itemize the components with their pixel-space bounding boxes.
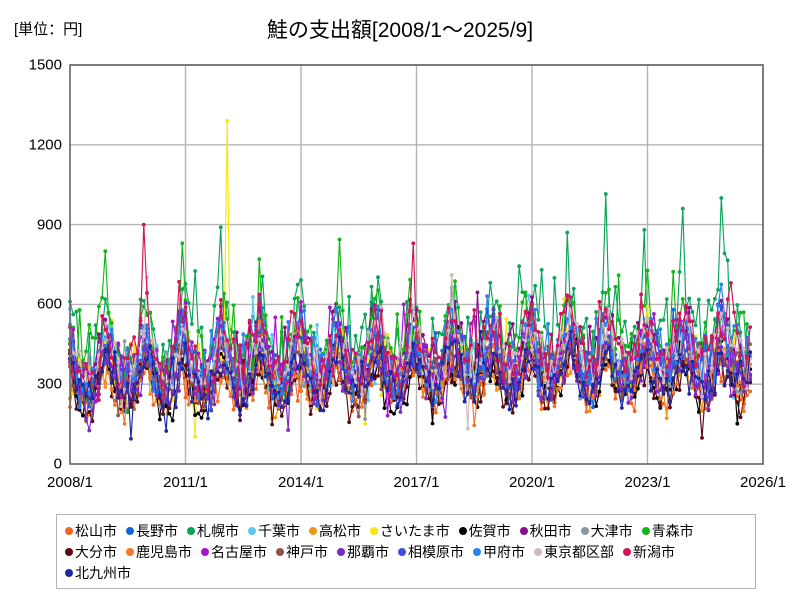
unit-label: [単位：円] (14, 21, 83, 38)
legend-label: 大津市 (590, 522, 633, 539)
legend-marker-icon (641, 526, 650, 535)
legend-marker-icon (398, 547, 406, 556)
legend-row: 北九州市 (65, 562, 749, 583)
legend-marker-icon (623, 547, 631, 556)
legend-label: 那覇市 (347, 543, 389, 560)
legend-marker-icon (276, 547, 284, 556)
legend-label: 千葉市 (258, 522, 300, 539)
legend-item[interactable]: 高松市 (309, 524, 361, 538)
legend-item[interactable]: さいたま市 (370, 524, 450, 538)
legend-item[interactable]: 甲府市 (473, 545, 525, 559)
y-axis-tick-label: 300 (36, 375, 62, 393)
legend-item[interactable]: 大津市 (580, 522, 633, 539)
legend-marker-icon (65, 568, 73, 577)
legend-marker-icon (309, 526, 317, 535)
legend-item[interactable]: 長野市 (126, 524, 178, 538)
chart-title: 鮭の支出額[2008/1〜2025/9] (266, 19, 534, 42)
series-line[interactable] (68, 329, 753, 441)
legend-item[interactable]: 千葉市 (248, 524, 300, 538)
legend-row: 大分市 鹿児島市 名古屋市 神戸市 那覇市 相模原市 甲府市 東京都区部 新潟市 (65, 541, 749, 562)
legend-label: 長野市 (136, 522, 178, 539)
legend-item[interactable]: 佐賀市 (458, 522, 511, 539)
legend-row: 松山市 長野市 札幌市 千葉市 高松市 さいたま市 佐賀市 秋田市 大津市 青森市 (65, 520, 749, 541)
legend-marker-icon (519, 526, 528, 535)
legend-item[interactable]: 秋田市 (519, 522, 572, 539)
legend-marker-icon (201, 547, 209, 556)
legend-marker-icon (187, 526, 195, 535)
legend-marker-icon (580, 526, 589, 535)
x-axis-tick-label: 2023/1 (624, 474, 671, 491)
legend-label: 秋田市 (529, 522, 572, 539)
legend-label: 大分市 (75, 543, 117, 560)
y-axis-tick-label: 600 (36, 295, 62, 313)
axes (69, 64, 764, 465)
x-axis-tick-label: 2017/1 (393, 474, 440, 491)
y-axis-tick-label: 1200 (28, 136, 62, 154)
legend-item[interactable]: 青森市 (641, 522, 694, 539)
legend-marker-icon (337, 547, 345, 556)
legend-marker-icon (65, 526, 73, 535)
series-line[interactable] (68, 222, 753, 412)
legend-marker-icon (126, 526, 134, 535)
y-axis-tick-label: 0 (53, 455, 62, 473)
legend-marker-icon (126, 547, 134, 556)
legend-marker-icon (473, 547, 481, 556)
legend-label: 名古屋市 (211, 543, 267, 560)
legend-marker-icon (534, 547, 542, 556)
x-axis-tick-label: 2026/1 (740, 474, 786, 491)
legend-marker-icon (248, 526, 256, 535)
legend-label: 東京都区部 (544, 543, 614, 560)
legend-marker-icon (65, 547, 73, 556)
legend-item[interactable]: 相模原市 (398, 545, 464, 559)
legend-item[interactable]: 札幌市 (187, 524, 239, 538)
legend-label: 札幌市 (197, 522, 239, 539)
legend-label: 鹿児島市 (136, 543, 192, 560)
legend-item[interactable]: 那覇市 (337, 545, 389, 559)
legend-marker-icon (370, 526, 378, 535)
legend-label: 高松市 (319, 522, 361, 539)
legend-label: 青森市 (651, 522, 694, 539)
legend-label: さいたま市 (380, 522, 450, 539)
legend-label: 神戸市 (286, 543, 328, 560)
legend-item[interactable]: 東京都区部 (534, 545, 614, 559)
series-line[interactable] (68, 272, 753, 431)
legend-item[interactable]: 名古屋市 (201, 545, 267, 559)
y-axis-tick-label: 900 (36, 216, 62, 234)
legend-label: 甲府市 (483, 543, 525, 560)
x-axis-tick-label: 2014/1 (278, 474, 324, 491)
legend-item[interactable]: 神戸市 (276, 545, 328, 559)
legend-label: 相模原市 (408, 543, 464, 560)
legend-item[interactable]: 大分市 (65, 545, 117, 559)
x-axis-tick-label: 2011/1 (163, 474, 208, 491)
legend-item[interactable]: 松山市 (65, 524, 117, 538)
legend-label: 松山市 (75, 522, 117, 539)
series-group (68, 118, 753, 441)
legend-label: 佐賀市 (468, 522, 511, 539)
legend-item[interactable]: 鹿児島市 (126, 545, 192, 559)
x-axis-tick-label: 2008/1 (47, 474, 93, 491)
y-axis-tick-label: 1500 (28, 56, 62, 74)
x-axis-tick-label: 2020/1 (509, 474, 555, 491)
chart-legend: 松山市 長野市 札幌市 千葉市 高松市 さいたま市 佐賀市 秋田市 大津市 青森市大分市 鹿児島市 名… (56, 514, 756, 589)
legend-label: 新潟市 (633, 543, 675, 560)
legend-item[interactable]: 新潟市 (623, 545, 675, 559)
legend-marker-icon (458, 526, 467, 535)
legend-label: 北九州市 (75, 564, 131, 581)
legend-item[interactable]: 北九州市 (65, 566, 131, 580)
